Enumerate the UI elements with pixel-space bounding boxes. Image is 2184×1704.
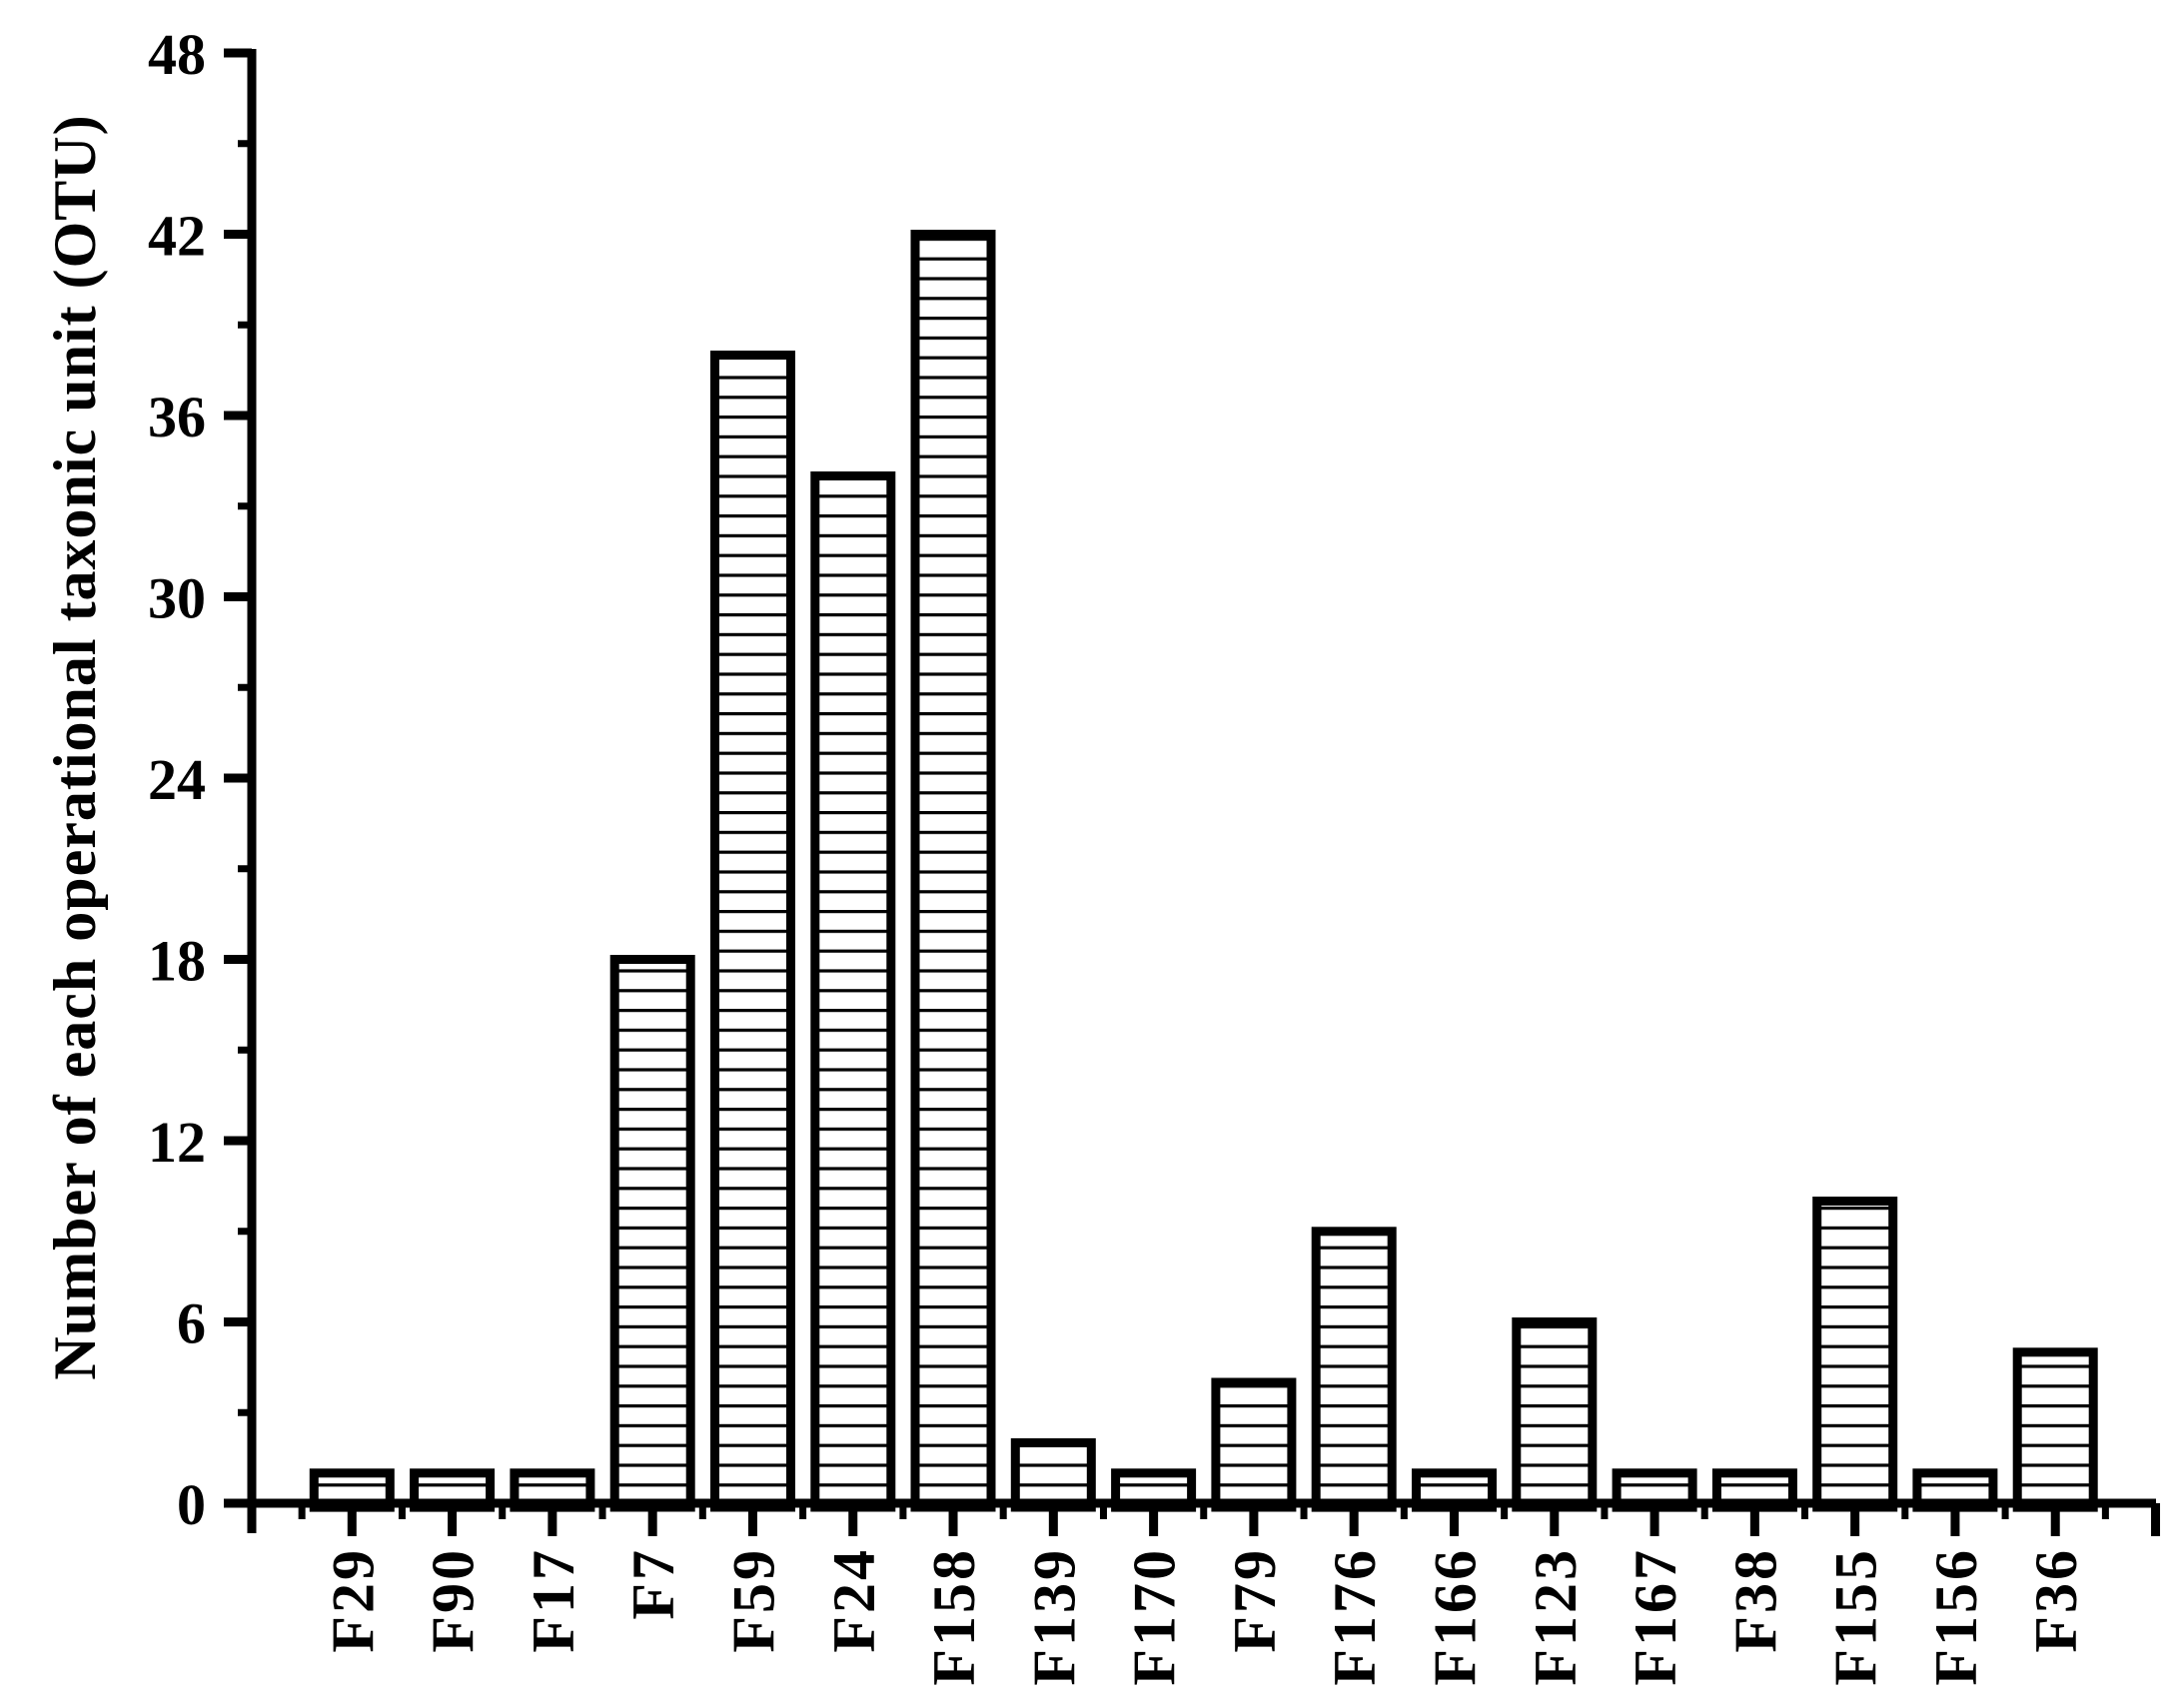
x-category-label: F90 [421, 1547, 487, 1653]
x-category-label: F167 [1623, 1547, 1688, 1686]
bar-F59 [710, 351, 795, 1512]
x-category-label: F139 [1021, 1547, 1087, 1686]
y-tick-label: 6 [177, 1290, 206, 1355]
y-tick-labels-group: 0 6 12 18 24 30 36 42 48 [148, 22, 206, 1537]
bar-F123 [1512, 1317, 1598, 1512]
y-tick-label: 36 [148, 385, 206, 449]
x-category-label: F156 [1923, 1547, 1989, 1686]
y-axis-title: Number of each operational taxonic unit … [42, 114, 108, 1379]
y-tick-label: 30 [148, 565, 206, 630]
x-category-label: F155 [1823, 1547, 1889, 1686]
y-tick-label: 18 [148, 928, 206, 993]
y-tick-label: 42 [148, 203, 206, 268]
y-tick-label: 0 [177, 1472, 206, 1537]
bar-F36 [2012, 1347, 2098, 1512]
y-tick-label: 12 [148, 1110, 206, 1175]
x-category-label: F59 [721, 1547, 787, 1653]
x-category-label: F24 [821, 1547, 887, 1653]
x-category-label: F166 [1423, 1547, 1489, 1686]
x-category-label: F36 [2023, 1547, 2089, 1653]
x-category-label: F7 [620, 1547, 686, 1620]
x-category-label: F176 [1322, 1547, 1388, 1686]
bar-F176 [1311, 1227, 1397, 1512]
x-category-label: F38 [1722, 1547, 1788, 1653]
x-category-label: F158 [921, 1547, 987, 1686]
bar-F158 [910, 230, 996, 1512]
x-category-label: F79 [1222, 1547, 1288, 1653]
y-tick-label: 24 [148, 747, 206, 812]
y-tick-label: 48 [148, 22, 206, 87]
bar-F139 [1010, 1438, 1096, 1512]
x-category-label: F123 [1523, 1547, 1589, 1686]
bar-F155 [1812, 1197, 1898, 1512]
bar-F24 [810, 471, 896, 1512]
x-category-label: F17 [521, 1547, 586, 1653]
bar-F79 [1211, 1377, 1297, 1512]
x-tick-labels-group: F29 F90 F17 F7 F59 F24 F158 F139 F170 F79 F176 F166… [320, 1547, 2089, 1686]
x-category-label: F29 [320, 1547, 386, 1653]
bar-F7 [609, 955, 695, 1512]
bars-group [309, 230, 2098, 1512]
x-category-label: F170 [1122, 1547, 1188, 1686]
ticks-group [224, 48, 2161, 1536]
